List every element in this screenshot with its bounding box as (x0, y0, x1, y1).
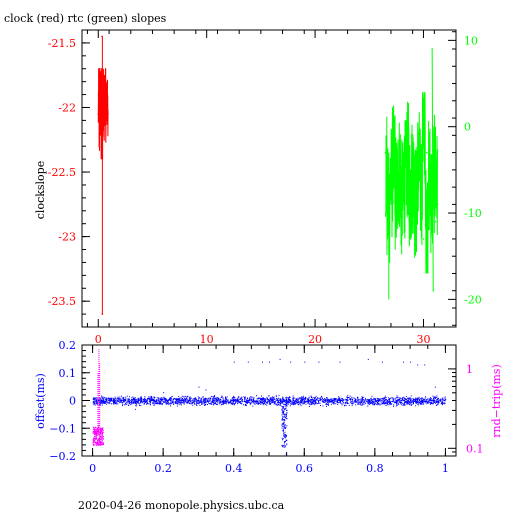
offset-outlier-point (163, 392, 165, 394)
clock-point (103, 113, 106, 115)
top-y-tick-label: -22 (58, 101, 76, 114)
bottom-y2-tick-label: 0.1 (466, 442, 484, 455)
rtc-point (400, 160, 403, 163)
top-y2-tick-label: -10 (464, 207, 482, 220)
bottom-axis-ticks: 0 0.2 0.4 0.6 0.8 1 0.2 0.1 0 −0.1 −0.2 1 0.1 (49, 339, 483, 475)
clock-point (102, 126, 105, 128)
clock-point (107, 113, 109, 115)
rtc-point (396, 212, 399, 214)
top-y-tick-label: -21.5 (48, 37, 76, 50)
rtc-point (407, 177, 410, 180)
offset-outlier-point (434, 386, 436, 388)
bottom-y-axis-label: offset(ms) (34, 373, 47, 429)
top-x-tick-label: 30 (416, 333, 430, 346)
top-y2-tick-label: 10 (464, 34, 478, 47)
rtc-point (434, 220, 437, 223)
top-y2-tick-label: 0 (464, 121, 471, 134)
top-y-tick-label: -23.5 (48, 295, 76, 308)
rtc-excursion (431, 48, 434, 291)
bottom-x-tick-label: 0.2 (154, 462, 172, 475)
offset-outlier-point (279, 358, 281, 360)
offset-outlier-point (410, 361, 412, 363)
rtc-point (435, 169, 438, 171)
clock-point (106, 106, 108, 109)
rndtrip-points-cluster (92, 426, 105, 446)
footer-caption: 2020-04-26 monopole.physics.ubc.ca (78, 499, 285, 512)
clock-point (99, 67, 101, 70)
bottom-x-tick-label: 0 (89, 462, 96, 475)
top-x-tick-label: 20 (308, 333, 322, 346)
top-y-axis-label: clockslope (34, 161, 47, 219)
clock-point (106, 93, 109, 96)
offset-points-band (92, 395, 447, 407)
clock-point (100, 87, 102, 89)
offset-outlier-point (233, 361, 235, 363)
top-y2-tick-label: -20 (464, 293, 482, 306)
offset-outlier-point (134, 408, 136, 410)
bottom-series-layer (92, 348, 447, 455)
top-x-tick-label: 10 (200, 333, 214, 346)
top-series-layer (97, 35, 439, 315)
offset-outlier-point (198, 386, 200, 388)
clock-point (105, 119, 107, 122)
bottom-y-tick-label: 0 (69, 395, 76, 408)
rtc-point (436, 203, 439, 206)
bottom-y-tick-label: 0.2 (59, 339, 77, 352)
clock-point (97, 113, 100, 115)
clock-point (98, 74, 100, 76)
rtc-point (418, 169, 420, 171)
offset-outlier-point (403, 361, 405, 363)
rtc-point (422, 238, 425, 240)
offset-outlier-point (424, 364, 426, 366)
rtc-point (429, 194, 431, 197)
clock-point (104, 80, 107, 83)
bottom-x-tick-label: 0.8 (366, 462, 384, 475)
top-y-tick-label: -23 (58, 231, 76, 244)
clock-point (99, 119, 102, 122)
rtc-point (415, 203, 417, 206)
offset-outlier-point (339, 361, 341, 363)
rtc-series-line (385, 92, 439, 274)
chart-title: clock (red) rtc (green) slopes (4, 12, 167, 25)
bottom-x-tick-label: 1 (442, 462, 449, 475)
offset-outlier-point (290, 361, 292, 363)
offset-outlier-point (304, 361, 306, 363)
rtc-point (433, 177, 436, 180)
top-y-tick-label: -22.5 (48, 166, 76, 179)
bottom-y-tick-label: 0.1 (59, 367, 77, 380)
clock-series-line (97, 68, 109, 160)
offset-outlier-point (269, 361, 270, 363)
top-axis-ticks: 0 10 20 30 -21.5 -22 -22.5 -23 -23.5 10 0 -10 -20 (48, 30, 482, 346)
top-plot-frame (81, 29, 457, 328)
bottom-x-tick-label: 0.4 (225, 462, 243, 475)
rtc-point (390, 186, 392, 188)
offset-dip-points (281, 403, 288, 455)
clock-point (98, 132, 101, 135)
offset-outlier-point (367, 358, 369, 360)
top-x-tick-label: 0 (95, 333, 102, 346)
bottom-y2-tick-label: 1 (466, 363, 473, 376)
bottom-x-tick-label: 0.6 (296, 462, 314, 475)
rtc-point (411, 134, 414, 137)
bottom-y2-axis-label: rnd−trip(ms) (490, 364, 503, 438)
clock-point (105, 100, 108, 102)
offset-outlier-point (318, 361, 320, 363)
clock-point (103, 93, 106, 96)
offset-outlier-point (417, 364, 419, 366)
offset-outlier-point (381, 361, 383, 363)
offset-outlier-point (261, 361, 263, 363)
offset-outlier-point (205, 389, 207, 391)
rtc-point (393, 143, 396, 145)
bottom-y-tick-label: −0.1 (49, 422, 76, 435)
rtc-point (404, 229, 406, 232)
rtc-point (384, 151, 387, 154)
rtc-point (425, 151, 428, 154)
bottom-y-tick-label: −0.2 (49, 450, 76, 463)
offset-outlier-point (247, 361, 249, 363)
